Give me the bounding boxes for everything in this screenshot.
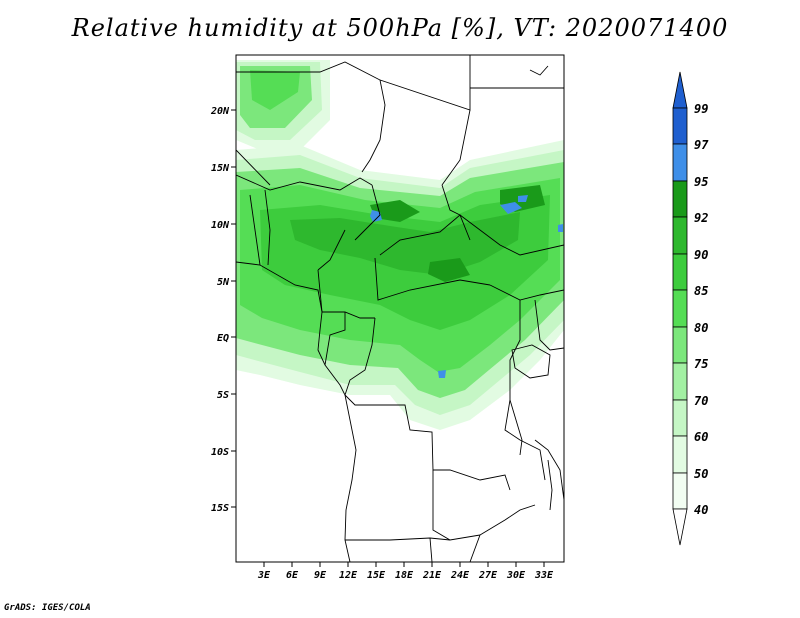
border-namibia-botswana bbox=[429, 537, 433, 562]
rh-band-95 bbox=[370, 185, 545, 282]
lon-label: 24E bbox=[450, 570, 470, 581]
colorbar-segment bbox=[672, 180, 688, 218]
border-niger-nigeria bbox=[236, 174, 373, 191]
border-angola-zambia bbox=[432, 470, 481, 541]
border-drc-angola bbox=[344, 394, 511, 491]
border-chad-car bbox=[379, 214, 471, 256]
colorbar-label: 99 bbox=[694, 102, 708, 116]
colorbar-segment bbox=[672, 399, 688, 437]
colorbar-label: 90 bbox=[694, 248, 708, 262]
lon-labels: 3E 6E 9E 12E 15E 18E 21E 24E 27E 30E 33E bbox=[257, 570, 554, 581]
lat-label: 10N bbox=[211, 220, 230, 231]
colorbar-top-arrow bbox=[672, 71, 688, 109]
border-chad-cameroon bbox=[354, 184, 381, 241]
colorbar-segment bbox=[672, 289, 688, 328]
colorbar-label: 50 bbox=[694, 467, 708, 481]
border-congo-drc bbox=[344, 317, 376, 396]
colorbar-segment bbox=[672, 472, 688, 510]
lon-label: 3E bbox=[257, 570, 271, 581]
border-chad-sudan bbox=[441, 184, 461, 216]
axis-ticks bbox=[231, 109, 545, 567]
lat-label: 10S bbox=[211, 447, 229, 458]
lat-label: 5S bbox=[217, 390, 229, 401]
colorbar-segment bbox=[672, 216, 688, 255]
coast-east-top bbox=[529, 65, 549, 76]
border-mali-burkina bbox=[236, 149, 271, 186]
lon-label: 9E bbox=[314, 570, 327, 581]
colorbar-label: 40 bbox=[694, 503, 708, 517]
border-sudan-ssudan bbox=[459, 214, 564, 256]
lon-label: 21E bbox=[422, 570, 442, 581]
lon-label: 12E bbox=[339, 570, 358, 581]
border-ghana bbox=[249, 194, 261, 266]
colorbar-label: 75 bbox=[694, 357, 708, 371]
colorbar bbox=[672, 71, 688, 546]
lon-label: 30E bbox=[506, 570, 526, 581]
lake-malawi bbox=[547, 459, 553, 511]
lat-label: 15N bbox=[211, 163, 230, 174]
lon-label: 33E bbox=[534, 570, 554, 581]
border-zambia-south bbox=[479, 504, 536, 536]
map-frame bbox=[235, 54, 565, 563]
colorbar-segment bbox=[672, 362, 688, 401]
border-tanzania-mozambique bbox=[534, 439, 564, 501]
border-drc-east bbox=[504, 300, 546, 481]
border-nigeria-cameroon bbox=[317, 229, 346, 271]
lon-label: 27E bbox=[478, 570, 498, 581]
lake-victoria bbox=[511, 344, 551, 379]
border-algeria-niger bbox=[236, 61, 386, 173]
humidity-field bbox=[236, 60, 564, 430]
lon-label: 15E bbox=[367, 570, 386, 581]
border-gabon-congo bbox=[324, 312, 346, 366]
colorbar-bottom-arrow bbox=[672, 508, 688, 546]
lon-label: 6E bbox=[286, 570, 299, 581]
border-kenya-uganda bbox=[534, 299, 564, 351]
colorbar-segment bbox=[672, 143, 688, 182]
colorbar-label: 70 bbox=[694, 394, 708, 408]
colorbar-segment bbox=[672, 326, 688, 364]
lat-labels: 20N 15N 10N 5N EQ 5S 10S 15S bbox=[210, 106, 230, 514]
border-ssudan-east bbox=[489, 284, 564, 301]
coastline-guinea bbox=[236, 261, 357, 562]
colorbar-label: 95 bbox=[694, 175, 708, 189]
rh-band-92 bbox=[290, 212, 520, 275]
lat-label: 15S bbox=[211, 503, 229, 514]
colorbar-label: 60 bbox=[694, 430, 708, 444]
colorbar-labels: 99 97 95 92 90 85 80 75 70 60 50 40 bbox=[694, 102, 709, 517]
colorbar-segment bbox=[672, 253, 688, 291]
border-angola-namibia bbox=[345, 537, 451, 541]
border-libya bbox=[379, 55, 471, 111]
colorbar-segment bbox=[672, 107, 688, 145]
lake-tanganyika bbox=[509, 399, 523, 456]
border-niger-chad bbox=[441, 109, 471, 186]
map-title: Relative humidity at 500hPa [%], VT: 202… bbox=[71, 14, 729, 42]
colorbar-segment bbox=[672, 435, 688, 474]
country-borders bbox=[236, 55, 564, 562]
colorbar-label: 85 bbox=[694, 284, 708, 298]
border-nigeria-benin bbox=[264, 189, 271, 266]
border-zambia-zimbabwe bbox=[469, 534, 481, 562]
lon-label: 18E bbox=[395, 570, 414, 581]
border-car-south bbox=[374, 257, 491, 301]
grads-credit: GrADS: IGES/COLA bbox=[4, 603, 91, 613]
lat-label: EQ bbox=[217, 333, 229, 344]
lat-label: 20N bbox=[210, 106, 230, 117]
colorbar-label: 92 bbox=[694, 211, 708, 225]
lat-label: 5N bbox=[217, 277, 230, 288]
colorbar-label: 97 bbox=[694, 138, 709, 152]
colorbar-label: 80 bbox=[694, 321, 708, 335]
